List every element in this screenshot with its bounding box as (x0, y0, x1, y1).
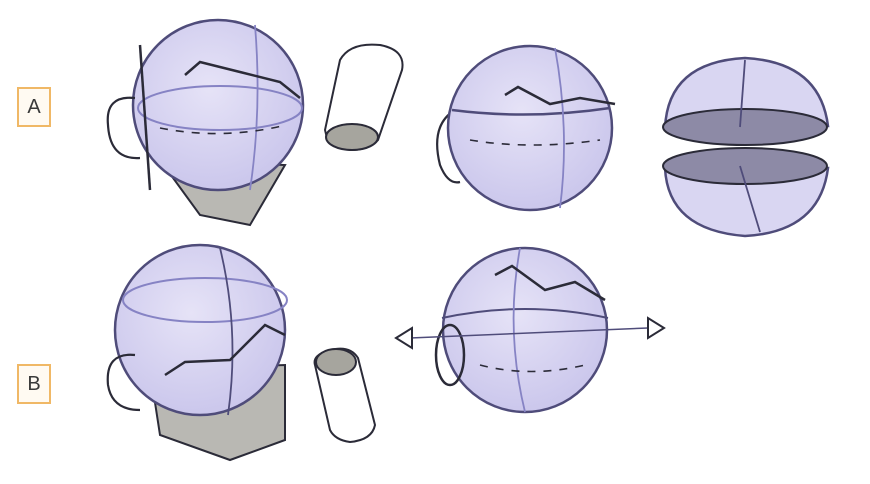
center-line (249, 24, 259, 191)
axis-arrow-left-icon (394, 326, 413, 350)
ear-shape (434, 323, 466, 387)
brow-line (504, 85, 616, 106)
bottom-meridian (739, 165, 761, 233)
head-b-tilted-up (106, 243, 288, 462)
eye-line (469, 139, 601, 146)
bottom-hemisphere (663, 166, 830, 238)
top-cut-face (662, 108, 828, 146)
head-b-rotation (394, 246, 666, 414)
horizon-line (451, 106, 611, 116)
center-line (219, 247, 234, 416)
center-line (554, 47, 565, 209)
rotation-axis (409, 327, 649, 339)
split-sphere (662, 56, 830, 238)
row-label-b-text: B (27, 372, 41, 395)
cylinder-end (315, 348, 357, 376)
axis-arrow-right-icon (647, 316, 666, 340)
cylinder-b (313, 347, 377, 444)
row-label-a-text: A (27, 95, 41, 118)
brow-line (184, 60, 301, 99)
head-a-front (436, 44, 616, 212)
eye-line (479, 364, 586, 373)
cranium-sphere (441, 246, 609, 414)
top-meridian (739, 59, 746, 128)
center-line (512, 247, 526, 413)
cranium-sphere (113, 243, 287, 417)
side-plane-line (138, 44, 152, 191)
head-a-tilted-down (106, 18, 305, 227)
brow-line (494, 264, 606, 302)
cylinder-a (323, 43, 404, 152)
ear-shape (106, 96, 141, 160)
cylinder-end (325, 123, 379, 151)
brow-ellipse (441, 308, 609, 319)
brow-ellipse (137, 85, 303, 131)
ear-shape (106, 353, 141, 412)
row-label-a: A (17, 87, 51, 127)
brow-line (164, 323, 286, 377)
cranium-sphere (131, 18, 305, 192)
bottom-cut-face (662, 147, 828, 185)
ear-shape (436, 109, 461, 184)
cranium-sphere (446, 44, 614, 212)
row-label-b: B (17, 364, 51, 404)
brow-ellipse (122, 277, 288, 323)
